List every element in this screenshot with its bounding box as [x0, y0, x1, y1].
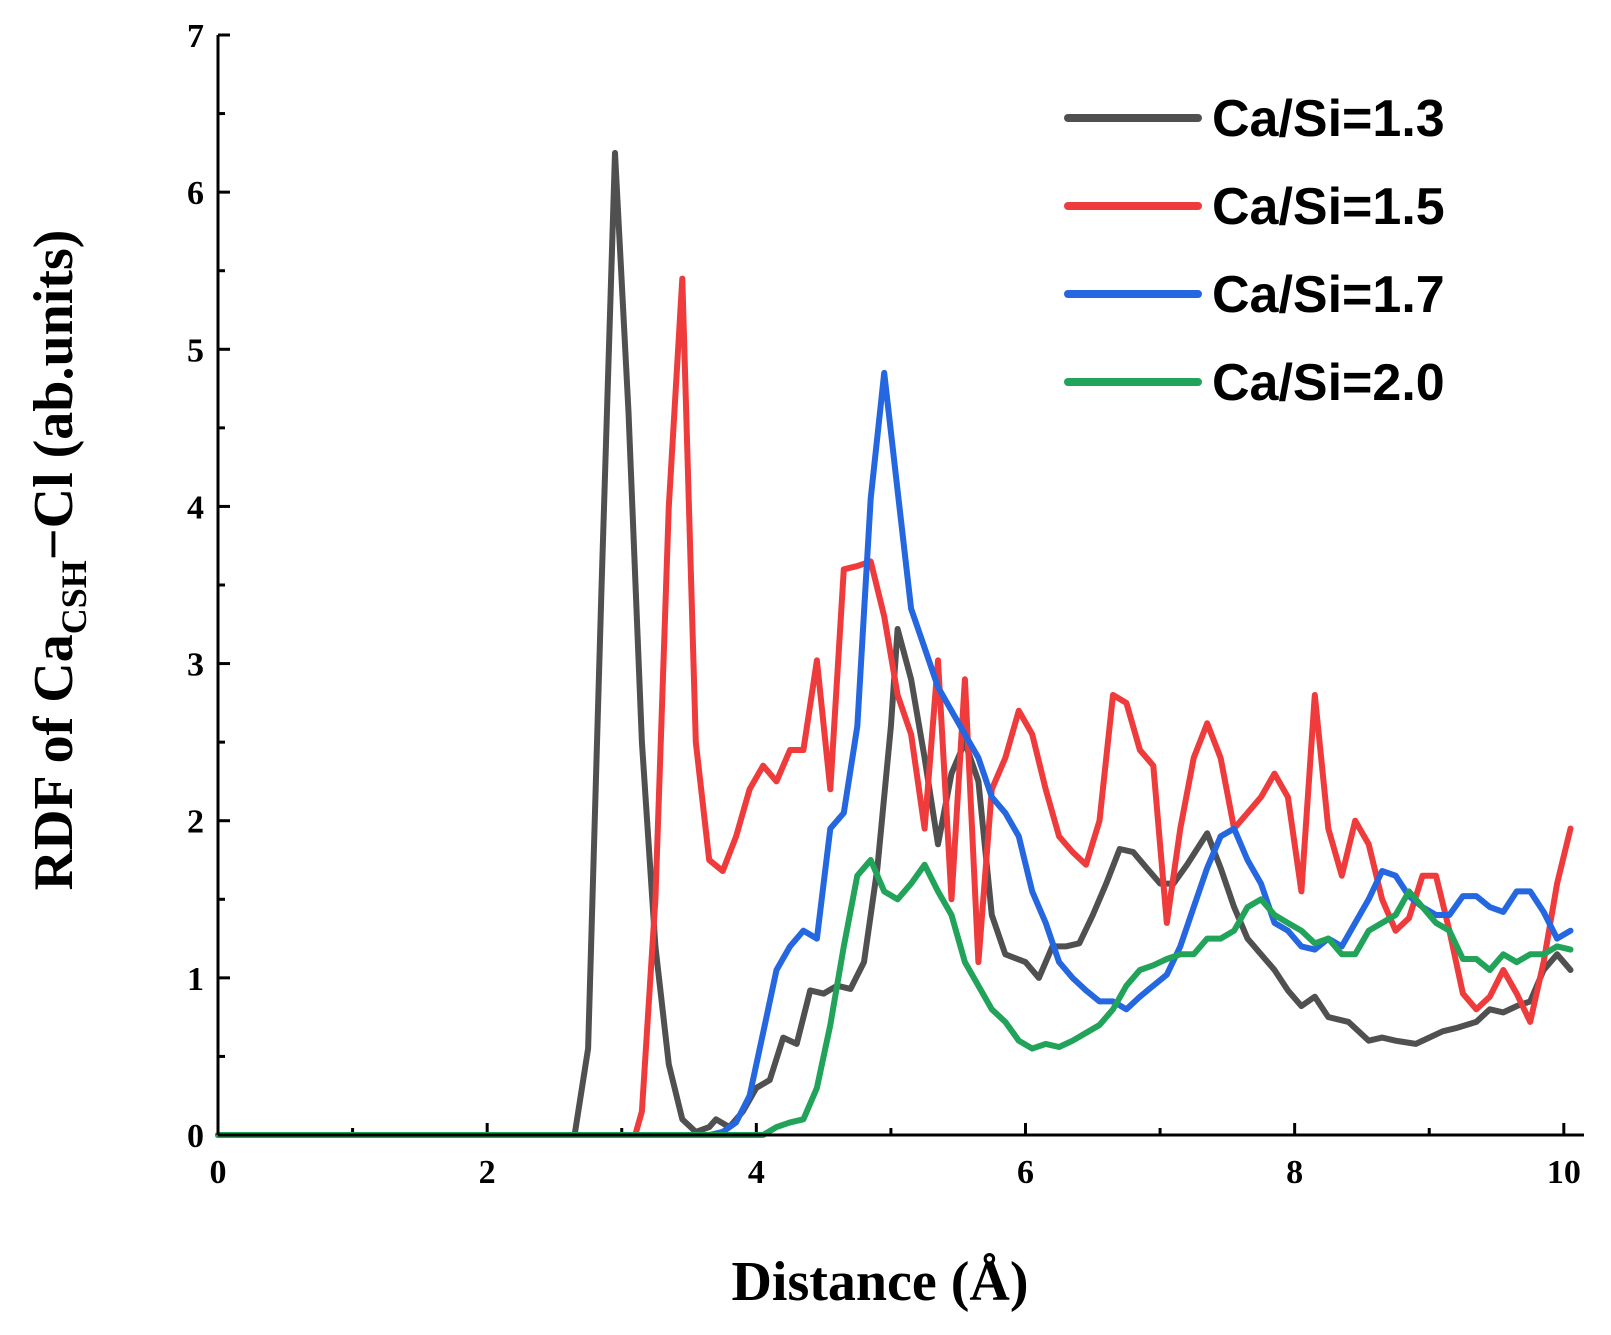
- x-tick-label: 10: [1547, 1154, 1581, 1191]
- legend-label-3: Ca/Si=1.7: [1212, 266, 1445, 324]
- y-axis-title-suffix: −Cl (ab.units): [23, 230, 85, 561]
- y-tick-label: 1: [187, 961, 204, 998]
- x-axis-title: Distance (Å): [731, 1251, 1028, 1313]
- plot-frame: [216, 35, 1584, 1137]
- y-tick-label: 3: [187, 647, 204, 684]
- series-line-3: [215, 369, 1574, 1138]
- x-tick-label: 2: [479, 1154, 496, 1191]
- legend-label-4: Ca/Si=2.0: [1212, 354, 1445, 412]
- y-tick-label: 2: [187, 804, 204, 841]
- legend: Ca/Si=1.3 Ca/Si=1.5 Ca/Si=1.7 Ca/Si=2.0: [1064, 90, 1445, 412]
- y-tick-label: 6: [187, 175, 204, 212]
- series-line-2: [215, 275, 1574, 1138]
- legend-label-1: Ca/Si=1.3: [1212, 90, 1445, 148]
- series-group: [215, 149, 1574, 1138]
- y-tick-label: 0: [187, 1118, 204, 1155]
- x-tick-label: 4: [748, 1154, 765, 1191]
- y-axis-title: RDF of CaCSH−Cl (ab.units): [23, 230, 94, 891]
- legend-label-2: Ca/Si=1.5: [1212, 178, 1445, 236]
- x-tick-label: 6: [1017, 1154, 1034, 1191]
- series-line-1: [215, 149, 1574, 1138]
- y-tick-label: 5: [187, 332, 204, 369]
- x-tick-label: 8: [1286, 1154, 1303, 1191]
- y-axis-title-subscript: CSH: [54, 560, 94, 634]
- x-tick-label: 0: [210, 1154, 227, 1191]
- y-axis-title-prefix: RDF of Ca: [23, 634, 85, 890]
- series-line-4: [215, 857, 1574, 1138]
- y-tick-label: 7: [187, 18, 204, 55]
- y-tick-label: 4: [187, 489, 204, 526]
